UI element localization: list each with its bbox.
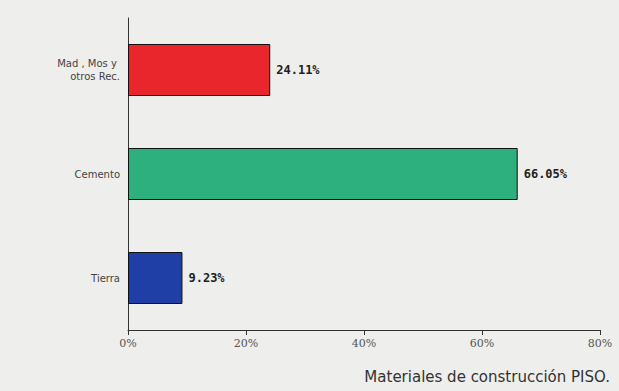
svg-text:Tierra: Tierra [90,273,120,284]
svg-text:otros Rec.: otros Rec. [70,71,120,82]
svg-text:Cemento: Cemento [75,169,120,180]
svg-text:9.23%: 9.23% [188,271,225,285]
svg-text:66.05%: 66.05% [524,167,568,181]
svg-text:40%: 40% [352,337,376,350]
svg-text:20%: 20% [234,337,258,350]
svg-text:0%: 0% [119,337,136,350]
svg-text:24.11%: 24.11% [276,63,320,77]
svg-text:80%: 80% [588,337,612,350]
svg-text:60%: 60% [470,337,494,350]
svg-text:Mad , Mos y: Mad , Mos y [57,58,120,69]
svg-text:Materiales de construcción PIS: Materiales de construcción PISO. [364,368,610,386]
